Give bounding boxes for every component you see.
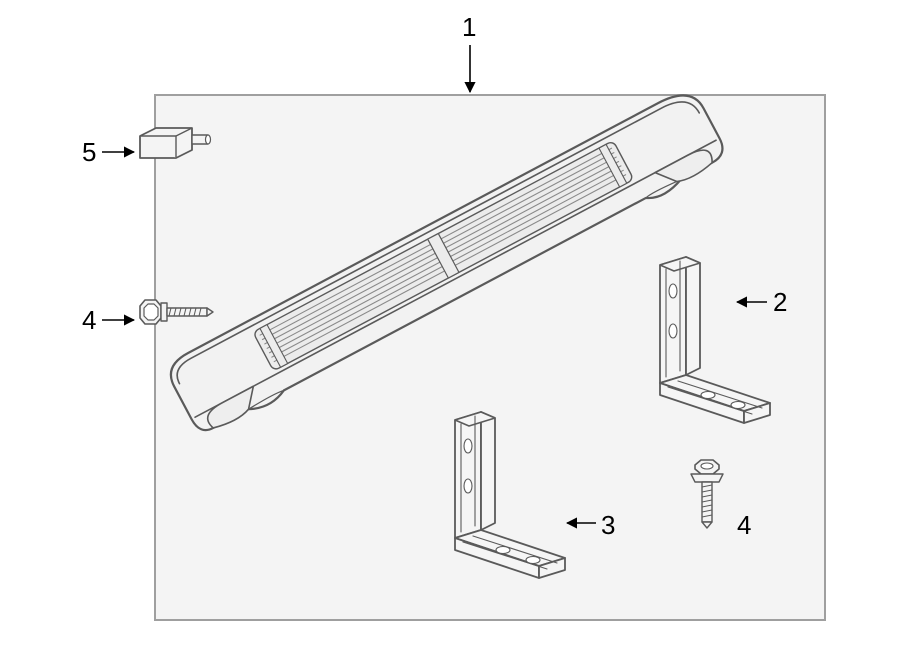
callout-label-4b: 4: [737, 510, 751, 541]
callout-label-3: 3: [601, 510, 615, 541]
diagram-stage: 1 2 3 4 4 5: [0, 0, 900, 661]
callout-label-1: 1: [462, 12, 476, 43]
callout-label-4a: 4: [82, 305, 96, 336]
diagram-svg: [0, 0, 900, 661]
callout-label-2: 2: [773, 287, 787, 318]
callout-label-5: 5: [82, 137, 96, 168]
